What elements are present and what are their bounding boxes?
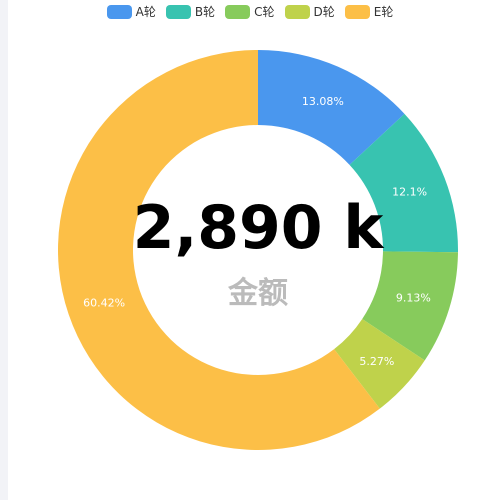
donut-slice-c[interactable]	[362, 251, 458, 361]
legend-item-a[interactable]: A轮	[106, 5, 156, 19]
center-caption: 金额	[227, 276, 288, 311]
legend-label-c: C轮	[254, 5, 275, 19]
legend-swatch-a	[106, 5, 132, 19]
donut-slice-d[interactable]	[334, 319, 425, 409]
slice-label-c: 9.13%	[396, 292, 431, 305]
slice-label-b: 12.1%	[392, 185, 427, 198]
legend-label-d: D轮	[313, 5, 335, 19]
slice-label-a: 13.08%	[302, 95, 344, 108]
donut-slice-e[interactable]	[57, 50, 380, 451]
legend-swatch-c	[225, 5, 251, 19]
legend-label-a: A轮	[135, 5, 156, 19]
slice-labels-group: 13.08% 12.1% 9.13% 5.27% 60.42%	[83, 95, 431, 368]
legend-label-e: E轮	[373, 5, 394, 19]
legend-item-b[interactable]: B轮	[165, 5, 216, 19]
slice-label-d: 5.27%	[359, 355, 394, 368]
left-edge-strip	[0, 0, 8, 500]
legend-item-c[interactable]: C轮	[225, 5, 275, 19]
legend-item-d[interactable]: D轮	[284, 5, 335, 19]
donut-slice-b[interactable]	[349, 113, 458, 253]
center-total-value: 2,890 k	[133, 193, 386, 263]
slice-label-e: 60.42%	[83, 296, 125, 309]
donut-slice-a[interactable]	[258, 50, 405, 165]
chart-legend: A轮 B轮 C轮 D轮 E轮	[0, 3, 500, 21]
legend-swatch-d	[284, 5, 310, 19]
legend-label-b: B轮	[194, 5, 216, 19]
legend-swatch-b	[165, 5, 191, 19]
legend-swatch-e	[344, 5, 370, 19]
legend-item-e[interactable]: E轮	[344, 5, 394, 19]
slices-group	[57, 50, 458, 451]
